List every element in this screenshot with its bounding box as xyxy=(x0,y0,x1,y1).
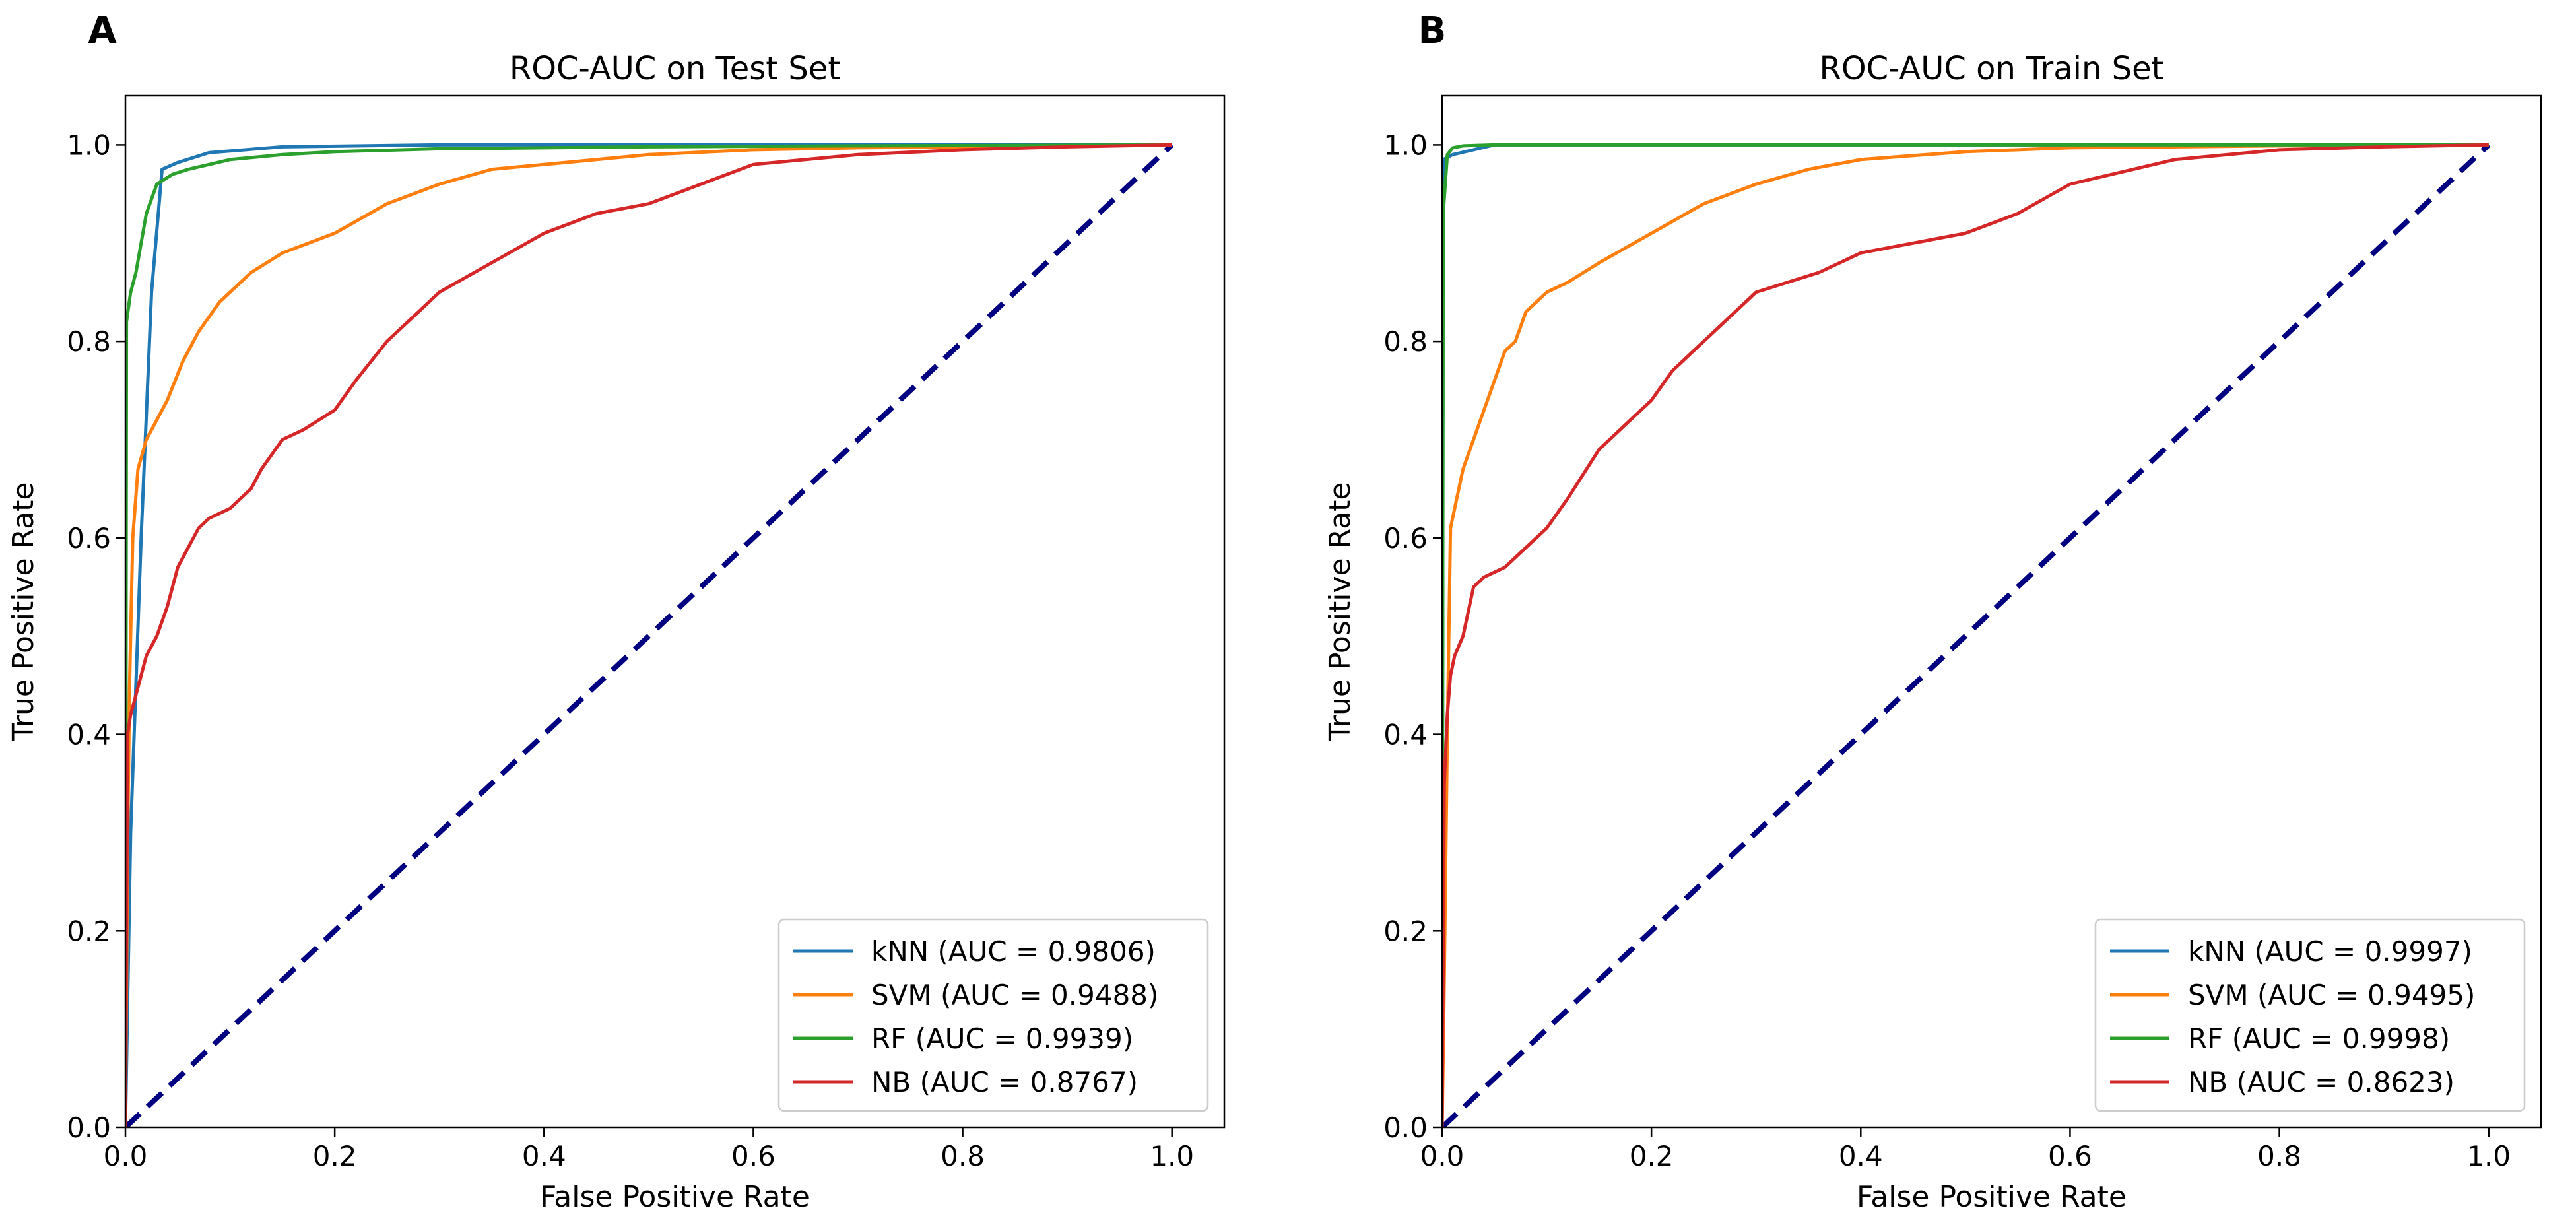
panel-b-y-tick-label: 1.0 xyxy=(1383,129,1428,161)
panel-a-x-tick-label: 0.2 xyxy=(313,1140,357,1172)
panel-a-legend-label-knn: kNN (AUC = 0.9806) xyxy=(871,935,1156,968)
panel-b-title: ROC-AUC on Train Set xyxy=(1820,50,2164,87)
panel-a-chart: A ROC-AUC on Test Set 0.0 0.2 0.4 0.6 0.8 1.0 0.… xyxy=(7,9,1226,1214)
panel-b-legend: kNN (AUC = 0.9997) SVM (AUC = 0.9495) RF (… xyxy=(2094,918,2526,1112)
panel-a-legend-label-nb: NB (AUC = 0.8767) xyxy=(871,1066,1138,1098)
panel-b-series-rf xyxy=(1442,143,2489,1127)
panel-a-x-tick-label: 0.4 xyxy=(522,1140,566,1172)
panel-b-diagonal-line xyxy=(1442,143,2491,1127)
panel-a-x-tick-label: 1.0 xyxy=(1150,1140,1194,1172)
panel-b-y-tick-label: 0.0 xyxy=(1383,1112,1428,1144)
panel-b-legend-label-nb: NB (AUC = 0.8623) xyxy=(2188,1066,2455,1098)
panel-a-series-rf xyxy=(125,143,1172,1127)
panel-b-series-nb xyxy=(1442,143,2489,1127)
panel-b-x-tick-label: 0.6 xyxy=(2048,1140,2092,1172)
panel-b-y-tick-label: 0.4 xyxy=(1383,719,1428,751)
panel-a-letter: A xyxy=(88,9,117,52)
panel-a-diagonal-line xyxy=(125,143,1174,1127)
panel-a-y-tick-label: 0.0 xyxy=(67,1112,111,1144)
panel-a-legend-box xyxy=(777,918,1209,1112)
panel-a-y-tick-label: 0.4 xyxy=(67,719,111,751)
panel-b-x-tick-label: 0.2 xyxy=(1630,1140,1674,1172)
panel-b-series-svm xyxy=(1442,143,2489,1127)
panel-b-y-tick-label: 0.6 xyxy=(1383,522,1428,554)
panel-a-series-svm xyxy=(125,143,1172,1127)
panel-a-legend-label-svm: SVM (AUC = 0.9488) xyxy=(871,979,1158,1011)
panel-b-legend-box xyxy=(2094,918,2526,1112)
panel-b-y-axis-label: True Positive Rate xyxy=(1323,482,1357,742)
panel-a-y-tick-label: 0.6 xyxy=(67,522,111,554)
panel-b-legend-label-svm: SVM (AUC = 0.9495) xyxy=(2188,979,2475,1011)
panel-a-title: ROC-AUC on Test Set xyxy=(510,50,840,87)
panel-b-legend-label-knn: kNN (AUC = 0.9997) xyxy=(2188,935,2472,968)
panel-b-x-axis-label: False Positive Rate xyxy=(1857,1180,2127,1214)
panel-b-axes-frame xyxy=(1441,94,2542,1129)
panel-a-y-tick-label: 0.2 xyxy=(67,915,111,947)
panel-a-y-tick-label: 0.8 xyxy=(67,325,111,358)
panel-b-y-tick-label: 0.8 xyxy=(1383,325,1428,358)
panel-a-x-tick-label: 0.0 xyxy=(104,1140,148,1172)
panel-a-x-axis-label: False Positive Rate xyxy=(540,1180,810,1214)
panel-b-x-tick-label: 0.0 xyxy=(1420,1140,1465,1172)
panel-a-series-nb xyxy=(125,143,1172,1127)
panel-a-axes-frame xyxy=(124,94,1226,1129)
panel-b-letter: B xyxy=(1418,9,1447,52)
panel-b-legend-label-rf: RF (AUC = 0.9998) xyxy=(2188,1022,2450,1055)
panel-b-chart: B ROC-AUC on Train Set 0.0 0.2 0.4 0.6 0.8 1.0 0… xyxy=(1323,9,2542,1214)
panel-a-x-tick-label: 0.8 xyxy=(941,1140,985,1172)
panel-a-x-tick-label: 0.6 xyxy=(731,1140,776,1172)
panel-b-x-tick-label: 0.8 xyxy=(2257,1140,2301,1172)
panel-b-y-tick-label: 0.2 xyxy=(1383,915,1428,947)
panel-a-series-knn xyxy=(125,143,1172,1127)
panel-a-legend-label-rf: RF (AUC = 0.9939) xyxy=(871,1022,1133,1055)
panel-a-y-tick-label: 1.0 xyxy=(67,129,111,161)
panel-b-x-tick-label: 0.4 xyxy=(1839,1140,1883,1172)
panel-a-y-axis-label: True Positive Rate xyxy=(7,482,40,742)
panel-b-x-tick-label: 1.0 xyxy=(2466,1140,2511,1172)
panel-a-legend: kNN (AUC = 0.9806) SVM (AUC = 0.9488) RF (… xyxy=(777,918,1209,1112)
